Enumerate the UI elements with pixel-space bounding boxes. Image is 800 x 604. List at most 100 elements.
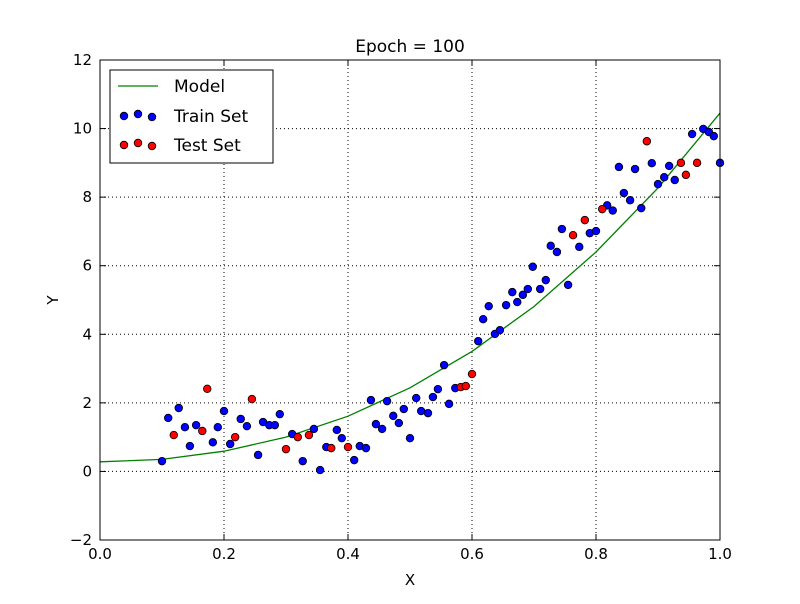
- train-point: [495, 325, 505, 335]
- train-point: [439, 360, 449, 370]
- train-point: [513, 297, 522, 307]
- train-point: [484, 301, 493, 311]
- train-point: [660, 173, 669, 182]
- train-point: [253, 450, 263, 460]
- grid: [100, 60, 720, 540]
- ticks: 0.0 0.2 0.4 0.6 0.8 1.0 −2 0 2 4 6 8 10 12: [70, 51, 732, 563]
- legend-test-marker: [133, 138, 143, 148]
- train-point: [557, 224, 567, 234]
- train-point: [428, 392, 438, 402]
- train-point: [508, 287, 517, 297]
- train-point: [625, 196, 635, 205]
- train-point: [670, 175, 679, 185]
- legend: Model Train Set Test Set: [109, 69, 274, 164]
- y-tick-label: 10: [73, 120, 92, 138]
- train-point: [332, 425, 342, 435]
- y-axis-label: Y: [44, 295, 62, 306]
- train-point: [208, 438, 218, 447]
- x-axis-label: X: [405, 571, 415, 589]
- train-point: [405, 433, 415, 443]
- legend-test-marker: [119, 140, 129, 150]
- train-point: [619, 188, 629, 198]
- train-point: [608, 206, 617, 215]
- x-tick-label: 0.8: [584, 545, 608, 563]
- test-point: [568, 230, 578, 240]
- train-point: [614, 162, 624, 172]
- train-point: [236, 414, 245, 424]
- train-point: [270, 420, 280, 430]
- train-point: [366, 395, 376, 405]
- legend-train-marker: [119, 111, 129, 121]
- train-point: [371, 419, 381, 429]
- test-point: [343, 442, 353, 452]
- test-point: [598, 204, 607, 214]
- train-point: [399, 404, 408, 414]
- legend-train-label: Train Set: [173, 107, 248, 127]
- train-point: [630, 164, 640, 174]
- test-point: [230, 432, 240, 442]
- test-point: [327, 443, 336, 453]
- train-point: [382, 396, 392, 406]
- y-tick-label: 8: [82, 188, 92, 206]
- train-point: [416, 406, 426, 416]
- legend-test-marker: [147, 141, 157, 151]
- train-point: [478, 315, 488, 324]
- train-point: [180, 423, 190, 432]
- train-point: [163, 413, 173, 423]
- test-point: [467, 369, 477, 379]
- train-point: [350, 455, 359, 465]
- train-point: [185, 441, 195, 451]
- train-point: [412, 393, 421, 403]
- legend-test-label: Test Set: [173, 136, 241, 156]
- train-point: [275, 409, 284, 419]
- train-point: [361, 443, 371, 453]
- scatter-points: [157, 124, 725, 475]
- y-tick-label: 12: [73, 51, 92, 69]
- train-point: [563, 280, 573, 290]
- y-tick-label: 2: [82, 394, 92, 412]
- y-tick-label: 6: [82, 257, 92, 275]
- x-tick-label: 0.0: [88, 545, 112, 563]
- train-point: [444, 399, 454, 409]
- train-point: [315, 465, 325, 475]
- test-point: [461, 381, 470, 391]
- train-point: [219, 406, 229, 416]
- x-tick-label: 1.0: [708, 545, 732, 563]
- x-tick-label: 0.6: [460, 545, 484, 563]
- x-tick-label: 0.4: [336, 545, 360, 563]
- train-point: [687, 129, 697, 139]
- test-point: [580, 215, 590, 225]
- train-point: [174, 403, 183, 413]
- train-point: [242, 421, 252, 431]
- train-point: [474, 336, 483, 346]
- y-tick-label: 4: [82, 325, 92, 343]
- y-tick-label: −2: [70, 531, 92, 549]
- train-point: [552, 247, 562, 257]
- legend-model-label: Model: [174, 77, 225, 97]
- test-point: [642, 137, 652, 146]
- test-point: [293, 432, 302, 442]
- train-point: [191, 420, 201, 430]
- train-point: [518, 290, 528, 300]
- test-point: [281, 444, 291, 454]
- test-point: [169, 430, 178, 440]
- train-point: [709, 131, 718, 141]
- train-point: [225, 439, 235, 449]
- train-point: [653, 179, 663, 189]
- model-series: [99, 112, 721, 463]
- test-point: [198, 426, 207, 436]
- train-point: [546, 241, 555, 251]
- train-point: [541, 275, 550, 285]
- test-point: [304, 430, 314, 440]
- train-point: [637, 203, 646, 213]
- train-point: [575, 242, 584, 252]
- legend-train-marker: [147, 112, 157, 122]
- legend-train-marker: [133, 109, 143, 119]
- train-point: [157, 456, 167, 466]
- train-point: [501, 300, 511, 310]
- train-point: [389, 411, 398, 421]
- chart-title: Epoch = 100: [355, 37, 465, 57]
- test-point: [681, 170, 691, 180]
- train-point: [377, 424, 387, 434]
